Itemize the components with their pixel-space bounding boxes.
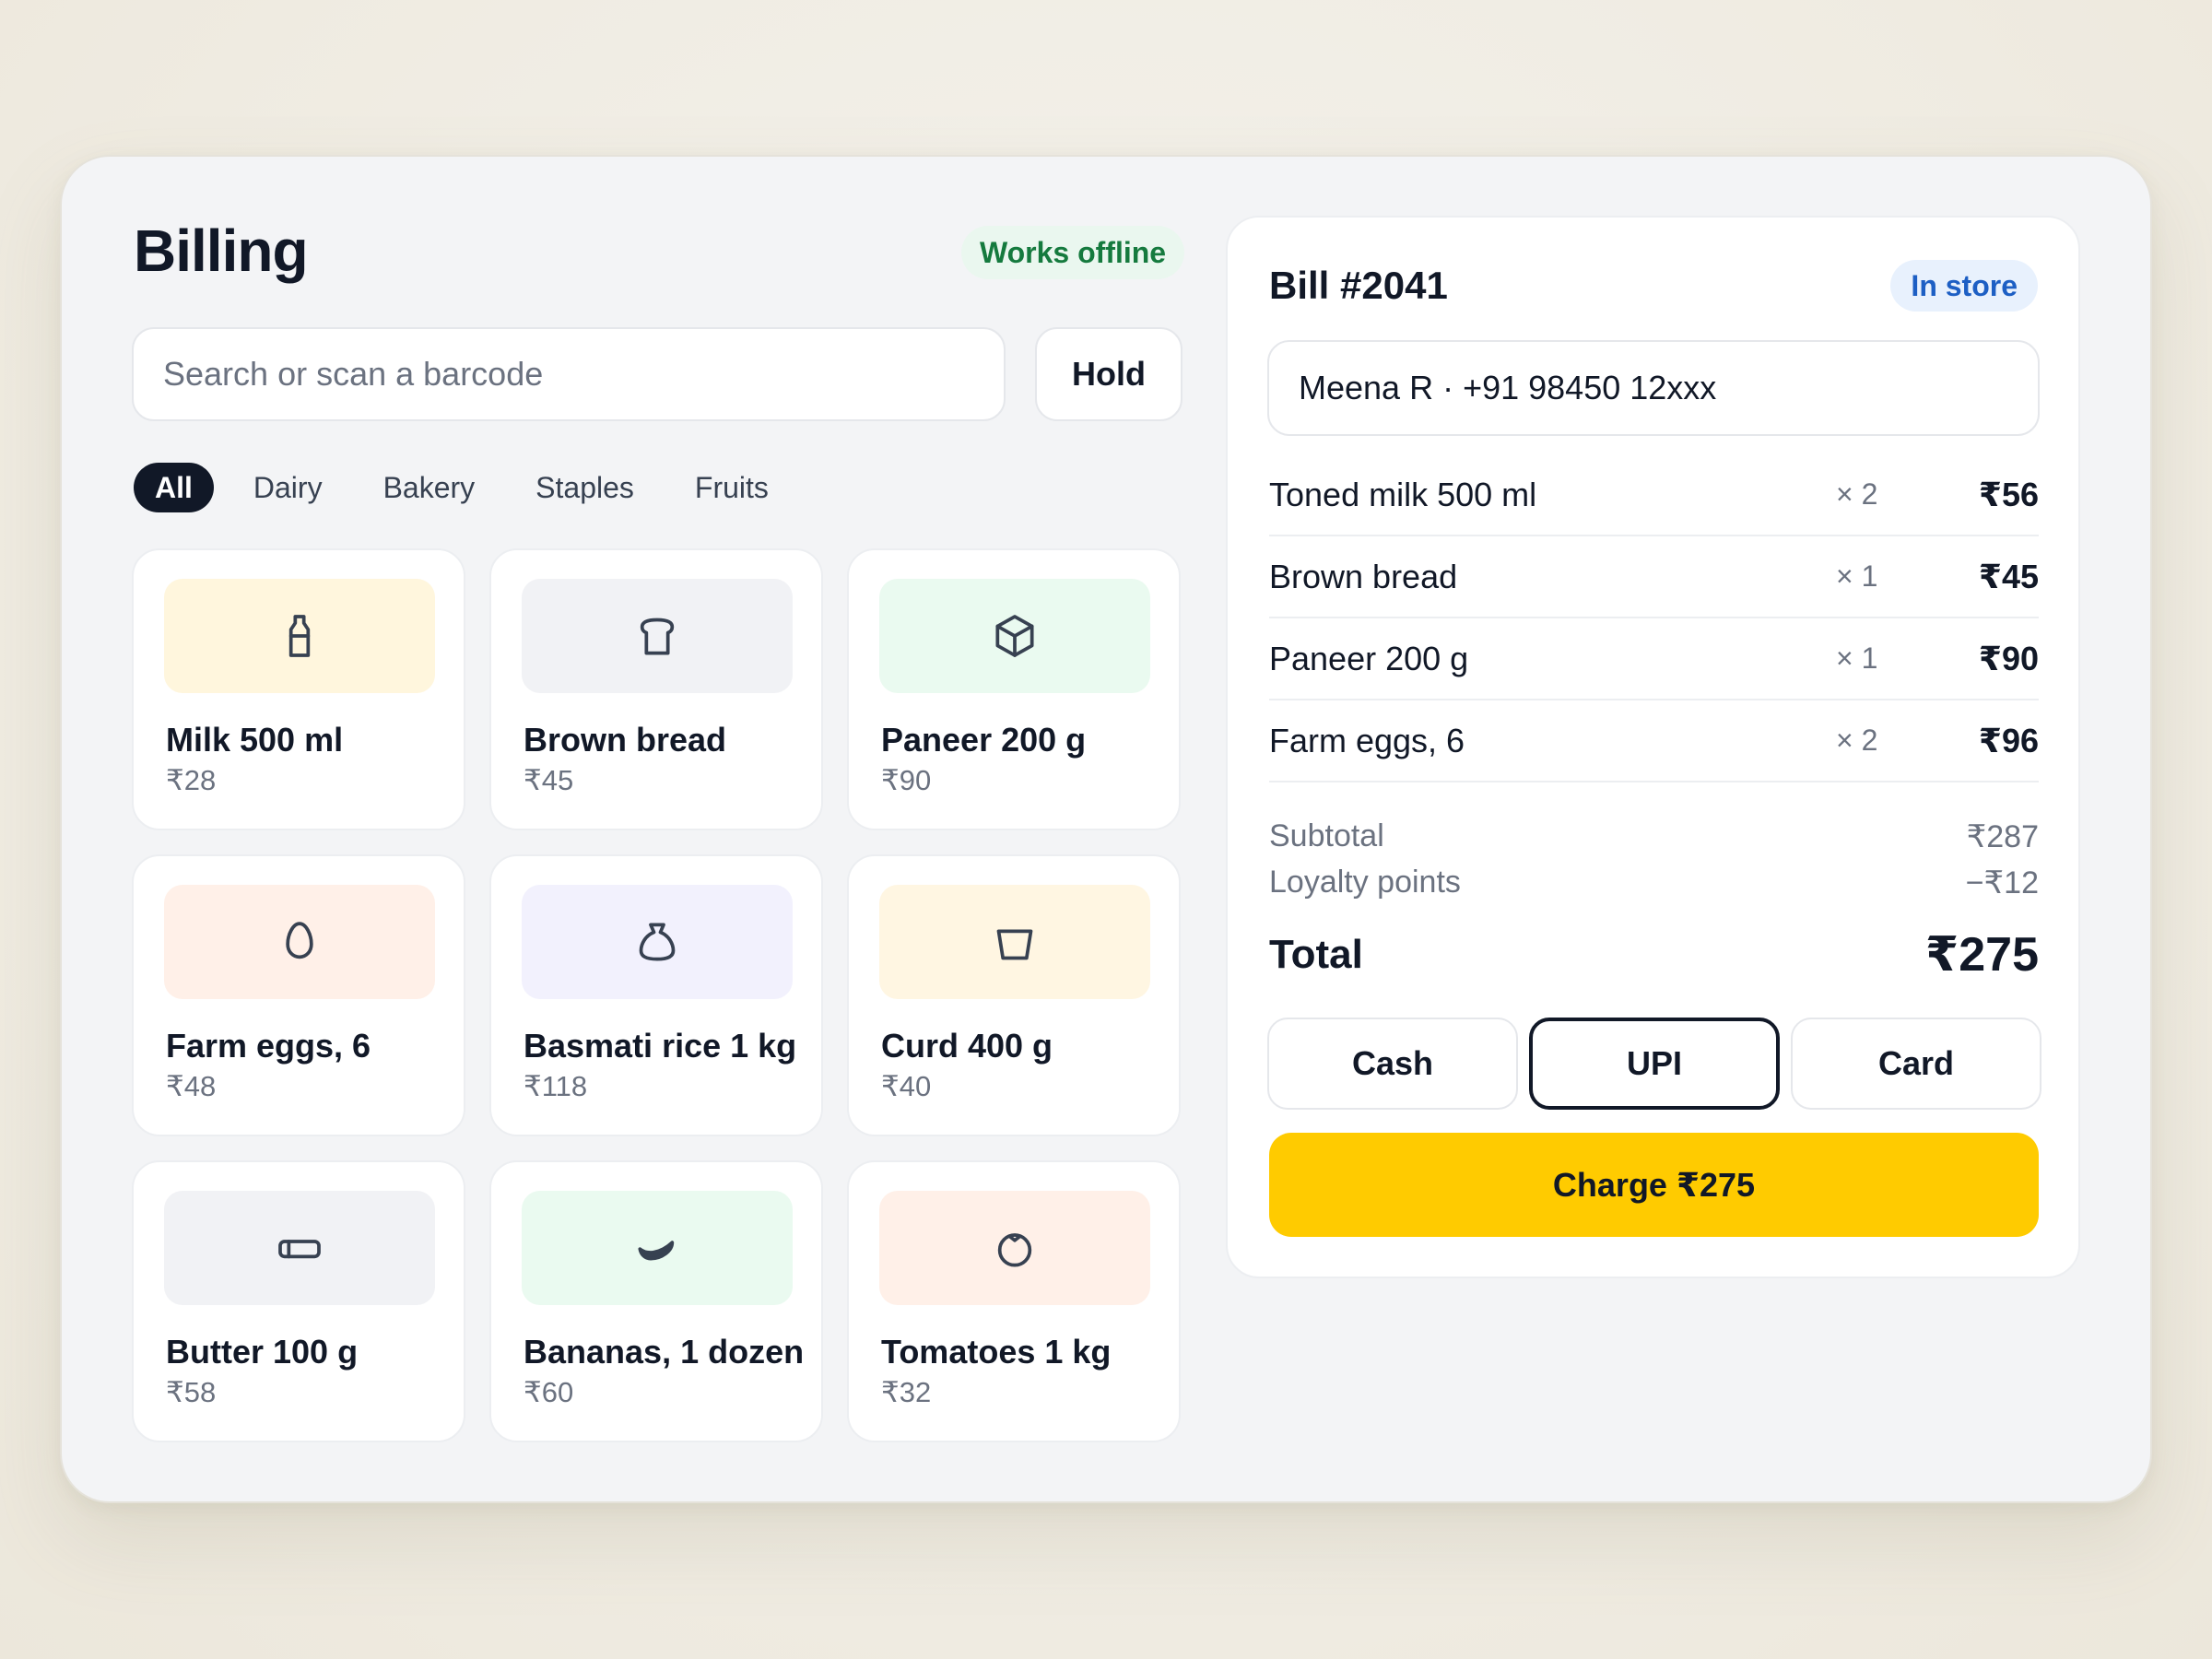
product-card[interactable]: Milk 500 ml ₹28 [132,548,465,830]
product-price: ₹48 [166,1070,217,1102]
product-thumbnail [164,1191,435,1305]
product-thumbnail [879,579,1150,693]
category-chip-staples[interactable]: Staples [535,470,634,504]
product-card[interactable]: Farm eggs, 6 ₹48 [132,854,465,1136]
product-name: Farm eggs, 6 [166,1027,371,1065]
line-item-amount: ₹96 [1978,721,2039,759]
line-item-name: Farm eggs, 6 [1269,721,1465,759]
butter-icon [278,1240,321,1259]
line-item-name: Brown bread [1269,557,1458,595]
bread-icon [640,618,675,655]
bill-panel: Bill #2041 In store Meena R · +91 98450 … [1226,216,2080,1278]
hold-button[interactable]: Hold [1035,327,1182,421]
bill-line[interactable]: Brown bread × 1 ₹45 [1269,536,2039,618]
sack-icon [639,923,676,961]
product-price: ₹90 [881,764,932,796]
total-row: Total ₹275 [1269,927,2039,982]
product-name: Butter 100 g [166,1333,359,1371]
loyalty-value: −₹12 [1965,865,2039,900]
loyalty-label: Loyalty points [1269,865,1461,900]
line-item-amount: ₹45 [1978,557,2039,595]
payment-cash-button[interactable]: Cash [1267,1018,1518,1110]
product-price: ₹58 [166,1376,217,1408]
search-input[interactable] [163,355,1004,394]
category-chip-fruits[interactable]: Fruits [694,470,769,504]
product-thumbnail [522,579,793,693]
line-item-amount: ₹56 [1978,475,2039,513]
line-item-qty: × 1 [1836,641,1878,675]
subtotal-value: ₹287 [1966,819,2039,854]
line-item-qty: × 2 [1836,477,1878,511]
offline-status-badge: Works offline [961,226,1185,279]
box-icon [995,615,1034,657]
order-mode-badge[interactable]: In store [1890,260,2038,312]
category-chip-all[interactable]: All [134,463,214,512]
product-name: Brown bread [524,721,727,759]
product-name: Bananas, 1 dozen [524,1333,805,1371]
subtotal-row: Subtotal ₹287 [1269,818,2039,855]
bill-title: Bill #2041 [1269,264,1448,307]
total-label: Total [1269,932,1363,977]
product-name: Tomatoes 1 kg [881,1333,1112,1371]
product-thumbnail [879,1191,1150,1305]
customer-field[interactable]: Meena R · +91 98450 12xxx [1267,340,2040,436]
product-card[interactable]: Butter 100 g ₹58 [132,1160,465,1442]
line-item-name: Paneer 200 g [1269,639,1469,677]
loyalty-row: Loyalty points −₹12 [1269,865,2039,901]
product-card[interactable]: Paneer 200 g ₹90 [847,548,1181,830]
milk-bottle-icon [288,615,311,657]
line-item-name: Toned milk 500 ml [1269,475,1537,513]
product-thumbnail [522,885,793,999]
line-item-qty: × 2 [1836,724,1878,757]
search-field[interactable] [132,327,1006,421]
product-price: ₹32 [881,1376,932,1408]
line-item-amount: ₹90 [1978,639,2039,677]
product-card[interactable]: Brown bread ₹45 [489,548,823,830]
product-price: ₹28 [166,764,217,796]
page-title: Billing [134,218,309,284]
product-price: ₹40 [881,1070,932,1102]
line-item-qty: × 1 [1836,559,1878,593]
subtotal-label: Subtotal [1269,818,1384,853]
product-card[interactable]: Tomatoes 1 kg ₹32 [847,1160,1181,1442]
bill-line[interactable]: Farm eggs, 6 × 2 ₹96 [1269,700,2039,782]
total-value: ₹275 [1925,928,2039,982]
payment-card-button[interactable]: Card [1791,1018,2041,1110]
product-thumbnail [522,1191,793,1305]
product-name: Paneer 200 g [881,721,1087,759]
category-filter: All Dairy Bakery Staples Fruits [134,463,808,512]
banana-icon [638,1241,675,1261]
product-thumbnail [879,885,1150,999]
product-name: Milk 500 ml [166,721,344,759]
product-thumbnail [164,579,435,693]
tub-icon [996,929,1033,960]
product-price: ₹60 [524,1376,574,1408]
product-card[interactable]: Curd 400 g ₹40 [847,854,1181,1136]
product-price: ₹45 [524,764,574,796]
category-chip-dairy[interactable]: Dairy [253,470,323,504]
charge-button[interactable]: Charge ₹275 [1269,1133,2039,1237]
category-chip-bakery[interactable]: Bakery [382,470,476,504]
product-name: Basmati rice 1 kg [524,1027,797,1065]
bill-line[interactable]: Toned milk 500 ml × 2 ₹56 [1269,454,2039,536]
product-card[interactable]: Bananas, 1 dozen ₹60 [489,1160,823,1442]
payment-upi-button[interactable]: UPI [1529,1018,1780,1110]
product-price: ₹118 [524,1070,588,1102]
product-thumbnail [164,885,435,999]
product-name: Curd 400 g [881,1027,1053,1065]
product-card[interactable]: Basmati rice 1 kg ₹118 [489,854,823,1136]
egg-icon [286,922,313,959]
bill-line[interactable]: Paneer 200 g × 1 ₹90 [1269,618,2039,700]
tomato-icon [997,1233,1032,1267]
bill-line-items: Toned milk 500 ml × 2 ₹56 Brown bread × … [1269,454,2039,782]
product-grid: Milk 500 ml ₹28 Brown bread ₹45 Paneer 2… [132,548,1182,1442]
